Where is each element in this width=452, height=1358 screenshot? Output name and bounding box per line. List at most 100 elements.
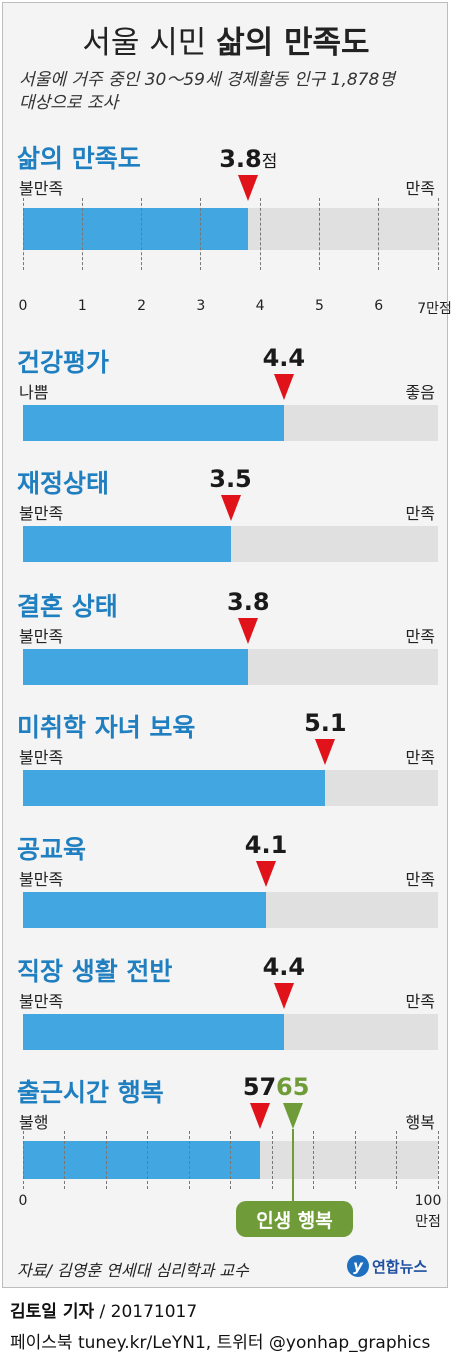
x-tick-label: 0 — [18, 1193, 28, 1209]
bar — [23, 208, 249, 250]
scale-high-label: 만족 — [405, 870, 435, 889]
title-bold: 삶의 만족도 — [216, 25, 370, 61]
bar — [23, 1141, 260, 1179]
scale-low-label: 불행 — [19, 1113, 49, 1132]
gridline — [230, 1131, 231, 1189]
yonhap-logo-text: 연합뉴스 — [372, 1257, 428, 1276]
value-marker-icon — [249, 1103, 270, 1129]
x-tick-label: 4 — [255, 298, 265, 314]
value-label: 4.1 — [244, 831, 288, 859]
bar — [23, 1014, 284, 1050]
value-marker-icon — [256, 861, 277, 887]
bar — [23, 405, 284, 441]
gridline — [141, 198, 143, 270]
bar-track — [23, 208, 438, 250]
gridline — [437, 198, 439, 270]
section-title: 결혼 상태 — [17, 592, 118, 621]
value-label: 4.4 — [262, 344, 306, 372]
value-label: 57 — [242, 1073, 277, 1101]
gridline — [22, 1131, 24, 1189]
scale-high-label: 만족 — [405, 992, 435, 1011]
gridline — [200, 198, 202, 270]
scale-low-label: 불만족 — [19, 992, 64, 1011]
scale-low-label: 나쁨 — [19, 383, 49, 402]
x-tick-label: 3 — [196, 298, 206, 314]
section-title: 건강평가 — [17, 348, 110, 377]
value-marker-icon — [238, 175, 259, 201]
bar-track — [23, 1014, 438, 1050]
gridline — [318, 198, 320, 270]
scale-high-label: 행복 — [405, 1113, 435, 1132]
section-title: 재정상태 — [17, 469, 110, 498]
yonhap-logo: y 연합뉴스 — [347, 1253, 427, 1279]
bar — [23, 892, 267, 928]
x-tick-label: 5 — [314, 298, 324, 314]
bar-track — [23, 526, 438, 562]
x-tick-label: 만점 — [415, 1214, 441, 1230]
gridline — [105, 1131, 107, 1189]
bar — [23, 770, 326, 806]
gridline — [313, 1131, 314, 1189]
value-label: 3.8점 — [219, 145, 278, 173]
scale-high-label: 좋음 — [405, 383, 435, 402]
gridline — [271, 1131, 273, 1189]
subtitle-line-2: 대상으로 조사 — [19, 93, 119, 113]
gridline — [64, 1131, 65, 1189]
bar-track — [23, 405, 438, 441]
source-note: 자료/ 김영훈 연세대 심리학과 교수 — [17, 1261, 249, 1280]
bar — [23, 649, 249, 685]
gridline — [188, 1131, 190, 1189]
bar-track — [23, 892, 438, 928]
infographic-card: 서울 시민 삶의 만족도 서울에 거주 중인 30～59세 경제활동 인구 1,… — [2, 2, 452, 1288]
gridline — [437, 1131, 439, 1189]
value-label: 3.5 — [209, 465, 252, 493]
x-tick-label: 2 — [137, 298, 147, 314]
section-title: 미취학 자녀 보육 — [17, 713, 196, 742]
gridline — [259, 198, 261, 270]
x-tick-label: 7만점 — [417, 301, 452, 317]
section-title: 공교육 — [17, 835, 87, 864]
value-label: 4.4 — [262, 953, 306, 981]
yonhap-logo-icon: y — [347, 1255, 369, 1277]
gridline — [22, 198, 24, 270]
section-title: 삶의 만족도 — [17, 144, 141, 173]
gridline — [396, 1131, 397, 1189]
value-marker-icon — [273, 983, 294, 1009]
scale-low-label: 불만족 — [19, 748, 64, 767]
reference-marker-icon — [282, 1103, 303, 1129]
value-marker-icon — [315, 739, 336, 765]
section-title: 출근시간 행복 — [17, 1078, 164, 1107]
scale-high-label: 만족 — [405, 179, 435, 198]
byline-date: / 20171017 — [94, 1302, 198, 1322]
page-title: 서울 시민 삶의 만족도 — [3, 17, 449, 62]
byline: 김토일 기자 / 20171017 — [10, 1297, 197, 1322]
gridline — [378, 198, 380, 270]
scale-high-label: 만족 — [405, 748, 435, 767]
scale-low-label: 불만족 — [19, 504, 64, 523]
social-links: 페이스북 tuney.kr/LeYN1, 트위터 @yonhap_graphic… — [10, 1333, 431, 1353]
scale-high-label: 만족 — [405, 504, 435, 523]
value-unit: 점 — [261, 152, 278, 172]
gridline — [147, 1131, 148, 1189]
scale-low-label: 불만족 — [19, 627, 64, 646]
scale-low-label: 불만족 — [19, 870, 64, 889]
value-marker-icon — [220, 495, 241, 521]
gridline — [354, 1131, 356, 1189]
value-marker-icon — [238, 618, 259, 644]
value-label: 5.1 — [304, 709, 347, 737]
reference-line — [291, 1129, 294, 1201]
value-marker-icon — [273, 374, 294, 400]
life-happiness-badge: 인생 행복 — [236, 1201, 353, 1237]
x-tick-label: 100 — [414, 1193, 442, 1209]
scale-low-label: 불만족 — [19, 179, 64, 198]
byline-name: 김토일 기자 — [10, 1302, 95, 1322]
x-tick-label: 1 — [77, 298, 87, 314]
bar — [23, 526, 231, 562]
x-tick-label: 0 — [18, 298, 28, 314]
section-title: 직장 생활 전반 — [17, 957, 173, 986]
subtitle: 서울에 거주 중인 30～59세 경제활동 인구 1,878명 대상으로 조사 — [19, 69, 395, 115]
title-light: 서울 시민 — [82, 25, 207, 61]
scale-high-label: 만족 — [405, 627, 435, 646]
value-label: 3.8 — [227, 588, 270, 616]
